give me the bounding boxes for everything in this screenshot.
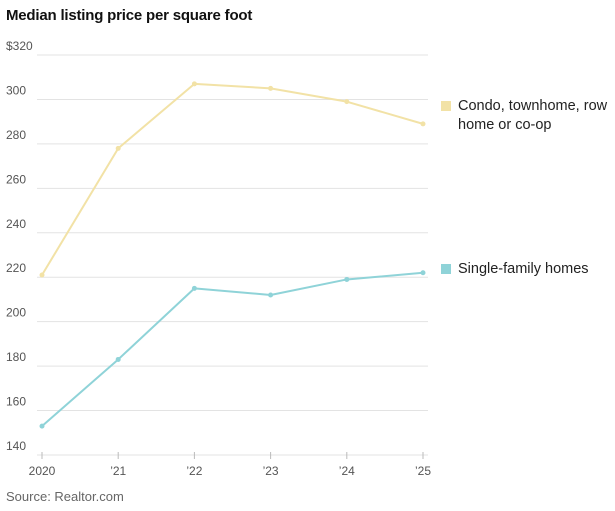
y-tick-label-280: 280 (6, 128, 26, 142)
y-tick-label-140: 140 (6, 439, 26, 453)
y-tick-label-240: 240 (6, 217, 26, 231)
data-point-1-1 (115, 356, 121, 362)
data-point-1-2 (191, 285, 197, 291)
y-tick-label-300: 300 (6, 83, 26, 97)
data-point-1-5 (420, 270, 426, 276)
legend-line: home or co-op (458, 117, 552, 133)
x-tick-label-5: ’25 (415, 464, 431, 478)
y-tick-label-260: 260 (6, 172, 26, 186)
data-point-0-1 (115, 145, 121, 151)
data-point-1-4 (344, 276, 350, 282)
x-tick-label-4: ’24 (339, 464, 355, 478)
x-tick-label-1: ’21 (110, 464, 126, 478)
data-point-0-2 (191, 81, 197, 87)
x-tick-label-2: ’22 (186, 464, 202, 478)
data-point-0-3 (268, 85, 274, 91)
y-tick-label-200: 200 (6, 306, 26, 320)
y-tick-label-220: 220 (6, 261, 26, 275)
legend-swatch-condo (441, 101, 451, 111)
legend-swatch-single-family (441, 264, 451, 274)
data-point-1-0 (39, 423, 45, 429)
data-point-0-4 (344, 99, 350, 105)
chart-title: Median listing price per square foot (6, 7, 253, 24)
data-point-0-5 (420, 121, 426, 127)
legend-label-condo: Condo, townhome, row home or co-op (458, 97, 607, 135)
data-point-0-0 (39, 272, 45, 278)
x-tick-label-0: 2020 (29, 464, 56, 478)
legend-label-single-family: Single-family homes (458, 260, 589, 279)
source-note: Source: Realtor.com (6, 489, 124, 504)
series-lines (39, 81, 426, 429)
series-line-1 (41, 271, 424, 428)
legend-line: Condo, townhome, row (458, 98, 608, 114)
data-point-1-3 (268, 292, 274, 298)
y-axis-ticks: $320 300 280 260 240 220 200 180 160 140 (6, 39, 33, 453)
y-tick-label-180: 180 (6, 350, 26, 364)
legend-line: Single-family homes (458, 261, 589, 277)
x-tick-label-3: ’23 (263, 464, 279, 478)
series-line-0 (41, 82, 424, 276)
y-tick-label-160: 160 (6, 395, 26, 409)
y-tick-label-320: $320 (6, 39, 33, 53)
x-axis-ticks: 2020 ’21 ’22 ’23 ’24 ’25 (29, 452, 431, 478)
gridlines (37, 54, 428, 456)
